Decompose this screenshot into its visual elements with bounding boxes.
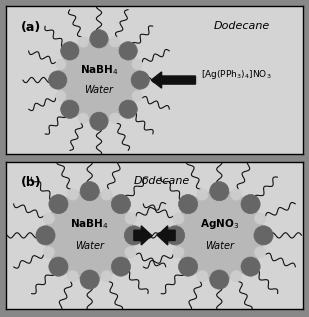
- Circle shape: [255, 247, 266, 258]
- Circle shape: [56, 59, 66, 69]
- Circle shape: [49, 195, 68, 214]
- Circle shape: [110, 113, 120, 123]
- Text: Dodecane: Dodecane: [214, 21, 270, 31]
- Circle shape: [231, 189, 242, 200]
- Text: (a): (a): [21, 21, 41, 34]
- Circle shape: [111, 195, 130, 214]
- Circle shape: [255, 213, 266, 224]
- Circle shape: [179, 257, 198, 276]
- Circle shape: [67, 189, 78, 200]
- Circle shape: [254, 226, 273, 245]
- Circle shape: [80, 270, 99, 289]
- FancyArrow shape: [151, 72, 196, 88]
- Text: NaBH$_4$: NaBH$_4$: [80, 63, 118, 77]
- FancyArrow shape: [134, 226, 151, 245]
- Circle shape: [61, 100, 79, 118]
- FancyArrow shape: [158, 226, 175, 245]
- Circle shape: [124, 226, 143, 245]
- Circle shape: [67, 271, 78, 282]
- Circle shape: [78, 37, 88, 47]
- Circle shape: [125, 213, 136, 224]
- Circle shape: [231, 271, 242, 282]
- Circle shape: [173, 247, 184, 258]
- Text: [Ag(PPh$_3$)$_4$]NO$_3$: [Ag(PPh$_3$)$_4$]NO$_3$: [201, 68, 272, 81]
- Circle shape: [210, 182, 229, 201]
- Circle shape: [119, 100, 137, 118]
- Circle shape: [132, 59, 142, 69]
- Circle shape: [49, 257, 68, 276]
- Circle shape: [241, 195, 260, 214]
- Text: NaBH$_4$: NaBH$_4$: [70, 217, 109, 231]
- Circle shape: [78, 113, 88, 123]
- Circle shape: [43, 247, 54, 258]
- Circle shape: [241, 257, 260, 276]
- Circle shape: [110, 37, 120, 47]
- Circle shape: [111, 257, 130, 276]
- Circle shape: [36, 226, 55, 245]
- Circle shape: [43, 213, 54, 224]
- Circle shape: [173, 213, 184, 224]
- Circle shape: [166, 226, 185, 245]
- Circle shape: [210, 270, 229, 289]
- Circle shape: [101, 271, 112, 282]
- Circle shape: [132, 91, 142, 101]
- Circle shape: [58, 39, 140, 121]
- Circle shape: [197, 189, 208, 200]
- Circle shape: [56, 91, 66, 101]
- Circle shape: [101, 189, 112, 200]
- Text: Water: Water: [84, 85, 113, 95]
- Circle shape: [197, 271, 208, 282]
- Text: (b): (b): [21, 177, 42, 190]
- Circle shape: [90, 112, 108, 130]
- Circle shape: [131, 71, 149, 89]
- Text: AgNO$_3$: AgNO$_3$: [200, 217, 239, 231]
- Circle shape: [49, 71, 67, 89]
- Text: Water: Water: [75, 242, 104, 251]
- Circle shape: [45, 191, 134, 280]
- Circle shape: [80, 182, 99, 201]
- Circle shape: [61, 42, 79, 60]
- Circle shape: [90, 30, 108, 48]
- Circle shape: [175, 191, 264, 280]
- Circle shape: [119, 42, 137, 60]
- Circle shape: [179, 195, 198, 214]
- Text: Water: Water: [205, 242, 234, 251]
- Text: Dodecane: Dodecane: [134, 177, 190, 186]
- Circle shape: [125, 247, 136, 258]
